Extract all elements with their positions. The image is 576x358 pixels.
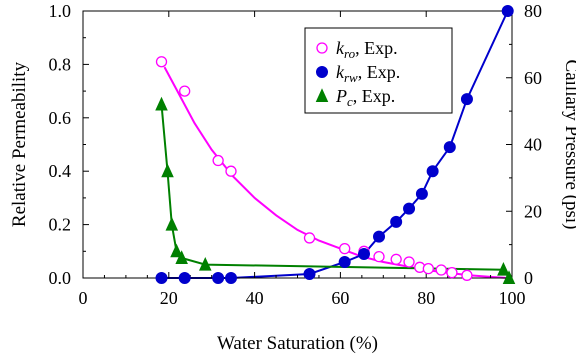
- data-point: [339, 242, 351, 255]
- data-point: [426, 165, 439, 178]
- data-point: [338, 255, 351, 268]
- data-point: [175, 250, 188, 264]
- x-tick-label: 20: [160, 288, 178, 308]
- data-point: [179, 85, 191, 97]
- x-tick-label: 80: [417, 288, 435, 308]
- data-point: [501, 5, 514, 17]
- fit-line: [160, 104, 510, 279]
- data-point: [403, 256, 415, 268]
- data-point: [497, 261, 510, 276]
- data-point: [502, 270, 516, 284]
- y-tick-label: 1.0: [49, 1, 72, 21]
- legend-marker: [316, 42, 328, 54]
- data-point: [390, 253, 402, 265]
- y-tick-label: 0.4: [49, 161, 72, 181]
- data-point: [390, 215, 403, 228]
- data-point: [212, 272, 225, 284]
- data-point: [165, 216, 179, 231]
- data-point: [443, 141, 456, 154]
- data-point: [415, 187, 428, 200]
- y2-tick-label: 0: [524, 268, 533, 288]
- y-tick-label: 0.0: [49, 268, 72, 288]
- y2-tick-label: 80: [524, 1, 542, 21]
- data-point: [357, 247, 370, 260]
- y-tick-label: 0.8: [49, 54, 72, 74]
- data-point: [446, 267, 458, 279]
- legend-marker: [315, 88, 329, 102]
- legend-label: kro, Exp.: [336, 38, 398, 61]
- legend: kro, Exp.krw, Exp.Pc, Exp.: [304, 27, 453, 114]
- data-point: [170, 243, 183, 258]
- legend-box: [304, 27, 453, 114]
- data-point: [155, 56, 168, 68]
- data-point: [303, 232, 316, 244]
- data-point: [155, 272, 168, 284]
- legend-label: Pc, Exp.: [335, 86, 395, 109]
- data-points: [155, 5, 516, 284]
- data-point: [460, 93, 473, 106]
- data-point: [303, 267, 316, 280]
- x-tick-label: 0: [79, 288, 88, 308]
- data-point: [198, 256, 212, 271]
- legend-marker: [316, 66, 328, 78]
- data-point: [155, 96, 168, 111]
- data-point: [403, 202, 416, 215]
- legend-label: krw, Exp.: [336, 62, 400, 85]
- y-tick-label: 0.2: [49, 215, 72, 235]
- data-point: [422, 263, 434, 275]
- y2-tick-label: 20: [524, 201, 542, 221]
- data-point: [161, 163, 174, 178]
- axes: 0 20 40 60 80 100 0.0 0.2 0.4 0.6 0.8 1.0 0 20 40 60 80: [49, 1, 543, 308]
- y-tick-label: 0.6: [49, 108, 72, 128]
- y2-tick-label: 60: [524, 68, 542, 88]
- data-point: [225, 165, 237, 177]
- data-point: [373, 250, 385, 263]
- x-tick-label: 60: [331, 288, 349, 308]
- x-tick-label: 100: [499, 288, 526, 308]
- data-point: [373, 230, 386, 243]
- data-point: [435, 264, 447, 276]
- x-axis-label: Water Saturation (%): [217, 333, 378, 354]
- data-point: [461, 269, 473, 281]
- y2-axis-label: Caillary Pressure (psi): [561, 60, 576, 230]
- data-point: [178, 272, 191, 284]
- y2-tick-label: 40: [524, 135, 542, 155]
- y-axis-label: Relative Permeability: [9, 61, 30, 227]
- data-point: [225, 272, 238, 284]
- x-tick-label: 40: [246, 288, 264, 308]
- data-point: [212, 154, 224, 167]
